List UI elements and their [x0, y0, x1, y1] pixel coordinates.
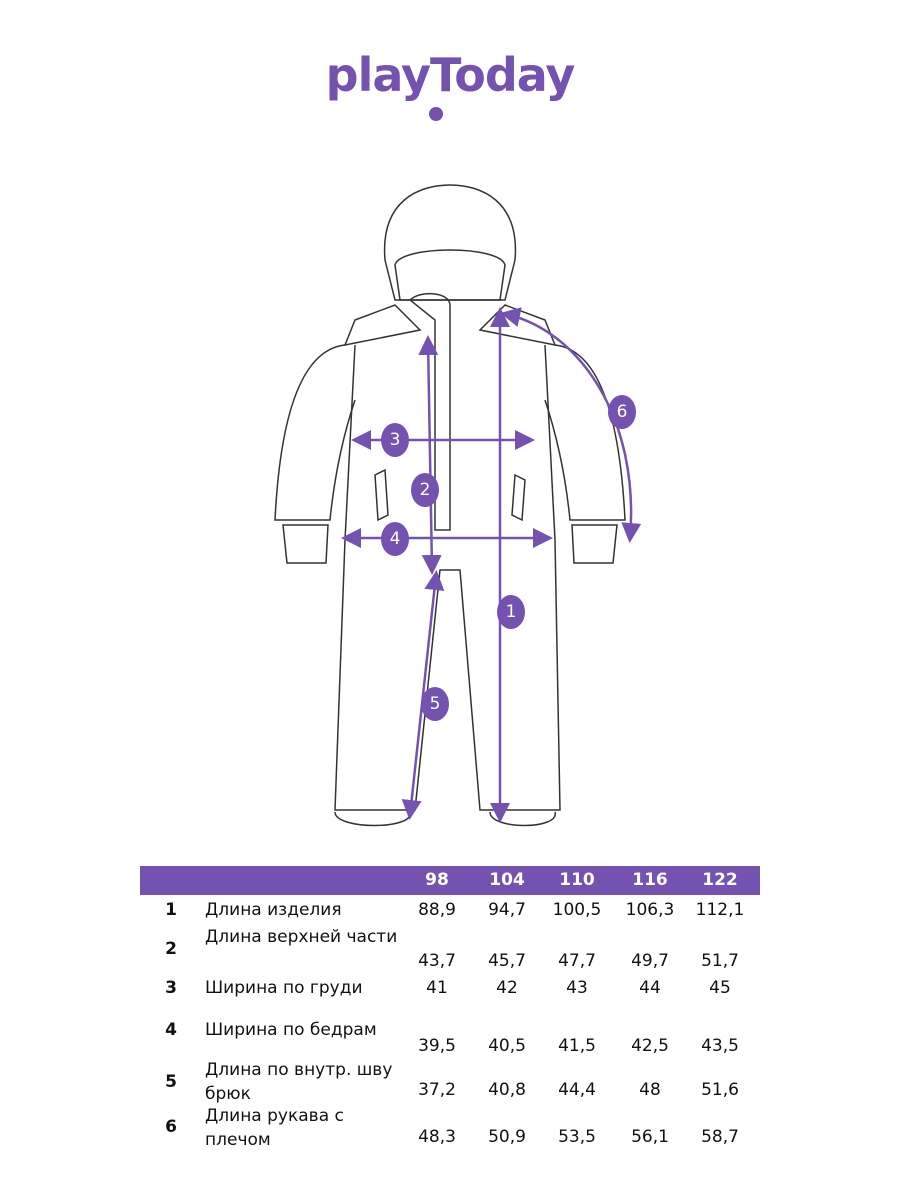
row-value: 41,5 — [558, 1036, 596, 1056]
svg-text:5: 5 — [430, 694, 441, 714]
row-value: 47,7 — [558, 951, 596, 971]
row-label: Длина рукава с плечом — [205, 1106, 344, 1150]
size-116: 116 — [632, 870, 668, 890]
row-value: 40,8 — [488, 1080, 526, 1100]
jumpsuit-outline — [274, 184, 626, 827]
measurement-lines — [341, 307, 642, 823]
row-value: 50,9 — [488, 1127, 526, 1147]
row-value: 106,3 — [625, 900, 675, 920]
svg-text:6: 6 — [617, 402, 628, 422]
row-number: 5 — [165, 1072, 177, 1092]
garment-diagram: 1 2 3 4 5 6 — [274, 184, 642, 827]
row-value: 42 — [496, 978, 518, 998]
row-value: 44 — [639, 978, 661, 998]
row-value: 94,7 — [488, 900, 526, 920]
row-value: 44,4 — [558, 1080, 596, 1100]
row-number: 3 — [165, 978, 177, 998]
line-5 — [401, 570, 445, 820]
marker-1: 1 — [497, 595, 525, 629]
row-value: 43 — [566, 978, 588, 998]
size-98: 98 — [425, 870, 449, 890]
row-label: Длина изделия — [205, 900, 342, 920]
svg-text:1: 1 — [506, 602, 517, 622]
line-2 — [418, 335, 442, 575]
size-header-row: 98 104 110 116 122 — [140, 866, 760, 895]
marker-3: 3 — [381, 423, 409, 457]
brand-logo: playToday — [325, 48, 576, 102]
size-110: 110 — [559, 870, 595, 890]
row-value: 37,2 — [418, 1080, 456, 1100]
row-value: 100,5 — [552, 900, 602, 920]
row-number: 2 — [165, 939, 177, 959]
marker-5: 5 — [421, 687, 449, 721]
logo-dot — [429, 107, 443, 121]
row-value: 51,7 — [701, 951, 739, 971]
svg-text:4: 4 — [390, 529, 401, 549]
row-value: 43,7 — [418, 951, 456, 971]
marker-6: 6 — [608, 395, 636, 429]
size-122: 122 — [702, 870, 738, 890]
row-value: 112,1 — [695, 900, 745, 920]
row-label: Длина верхней части — [205, 927, 398, 947]
row-value: 56,1 — [631, 1127, 669, 1147]
line-6 — [500, 307, 642, 543]
row-value: 45 — [709, 978, 731, 998]
row-label: Длина по внутр. шву брюк — [205, 1060, 393, 1104]
row-label: Ширина по бедрам — [205, 1020, 377, 1040]
row-value: 39,5 — [418, 1036, 456, 1056]
row-number: 4 — [165, 1020, 177, 1040]
row-value: 42,5 — [631, 1036, 669, 1056]
marker-4: 4 — [381, 522, 409, 556]
svg-text:3: 3 — [390, 430, 401, 450]
row-value: 45,7 — [488, 951, 526, 971]
row-label: Ширина по груди — [205, 978, 363, 998]
row-value: 88,9 — [418, 900, 456, 920]
row-value: 48 — [639, 1080, 661, 1100]
row-value: 51,6 — [701, 1080, 739, 1100]
row-value: 53,5 — [558, 1127, 596, 1147]
size-104: 104 — [489, 870, 525, 890]
row-value: 43,5 — [701, 1036, 739, 1056]
svg-text:2: 2 — [420, 480, 431, 500]
row-value: 41 — [426, 978, 448, 998]
row-value: 48,3 — [418, 1127, 456, 1147]
row-value: 58,7 — [701, 1127, 739, 1147]
row-number: 1 — [165, 900, 177, 920]
row-value: 40,5 — [488, 1036, 526, 1056]
row-value: 49,7 — [631, 951, 669, 971]
row-number: 6 — [165, 1117, 177, 1137]
marker-2: 2 — [411, 473, 439, 507]
